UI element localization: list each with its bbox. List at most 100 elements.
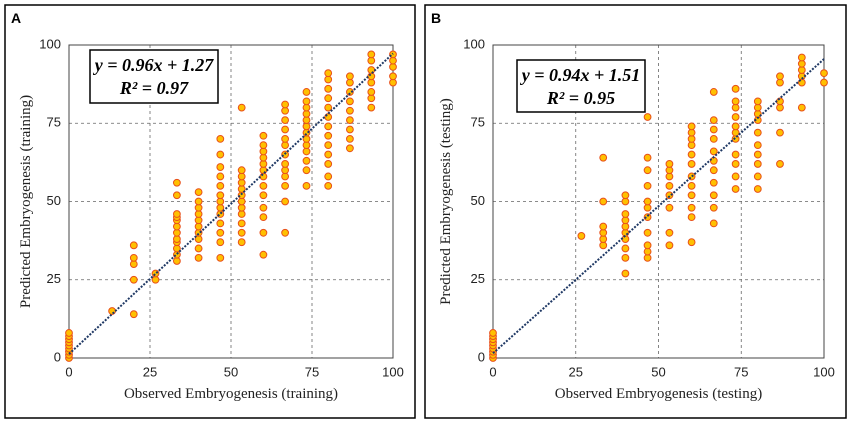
point: [621, 269, 630, 278]
panel-frame: [424, 4, 847, 419]
point: [346, 135, 354, 143]
point: [324, 181, 333, 190]
y-tick-label: 75: [471, 115, 485, 130]
point: [129, 241, 138, 250]
point: [665, 181, 674, 190]
point: [643, 181, 652, 190]
equation: y = 0.96x + 1.27: [93, 55, 215, 75]
point: [709, 219, 718, 228]
y-axis-label: Predicted Embryogenesis (training): [18, 95, 34, 308]
point: [324, 122, 333, 131]
point: [216, 181, 225, 190]
point: [216, 163, 225, 171]
x-tick-label: 0: [489, 364, 496, 379]
point: [216, 238, 225, 247]
point: [194, 244, 203, 253]
x-tick-label: 75: [305, 364, 319, 379]
point: [259, 228, 268, 237]
panel: A 0 25 50 75 100 0 25 50 75 100 Observed Embryogene…: [4, 4, 416, 419]
panel-label: B: [431, 10, 441, 26]
point: [346, 116, 354, 125]
point: [643, 228, 652, 237]
point: [731, 84, 740, 93]
point: [259, 191, 268, 200]
point: [324, 94, 333, 103]
point: [665, 160, 674, 168]
point: [237, 219, 246, 228]
point: [599, 153, 608, 162]
y-tick-label: 0: [54, 349, 61, 364]
point: [129, 253, 138, 262]
equation: y = 0.94x + 1.51: [520, 65, 641, 85]
point: [797, 53, 806, 62]
y-tick-label: 50: [47, 193, 61, 208]
point: [687, 181, 696, 190]
x-tick-label: 100: [382, 364, 404, 379]
point: [687, 150, 696, 159]
point: [687, 203, 696, 212]
point: [324, 131, 333, 140]
plot-frame: [68, 44, 394, 359]
y-tick-label: 100: [463, 36, 485, 51]
panel-label: A: [11, 10, 21, 26]
trend-line: [68, 52, 394, 355]
point: [687, 191, 696, 200]
point: [324, 103, 333, 112]
point: [709, 203, 718, 212]
point: [346, 144, 354, 153]
point: [621, 210, 630, 218]
panel: B 0 25 50 75 100 0 25 50 75 100 Observed Embryogene…: [424, 4, 847, 419]
point: [753, 185, 762, 193]
point: [731, 150, 740, 159]
point: [259, 203, 268, 212]
point: [324, 150, 333, 159]
point: [687, 238, 696, 247]
point: [216, 150, 225, 159]
point: [820, 78, 828, 87]
point: [753, 97, 762, 106]
point: [753, 150, 762, 159]
point: [151, 269, 160, 278]
point: [324, 69, 333, 78]
point: [709, 125, 718, 134]
point: [324, 172, 333, 181]
panel-frame: [4, 4, 416, 419]
point: [621, 191, 630, 200]
point: [776, 128, 784, 137]
point: [731, 97, 740, 106]
point: [621, 244, 630, 253]
x-axis-label: Observed Embryogenesis (training): [124, 386, 338, 402]
point: [731, 160, 740, 168]
point: [731, 122, 740, 131]
point: [643, 166, 652, 175]
y-tick-label: 25: [471, 271, 485, 286]
x-tick-label: 25: [143, 364, 157, 379]
r-squared: R² = 0.97: [119, 78, 189, 98]
point: [709, 135, 718, 143]
x-axis-label: Observed Embryogenesis (testing): [555, 386, 762, 402]
point: [643, 113, 652, 121]
point: [776, 160, 784, 168]
point: [599, 222, 608, 231]
x-tick-label: 0: [65, 364, 72, 379]
equation-box: [89, 49, 219, 104]
point: [302, 166, 311, 175]
point: [709, 88, 718, 96]
point: [621, 253, 630, 262]
point: [346, 72, 354, 81]
point: [709, 191, 718, 200]
point: [367, 88, 376, 96]
point: [753, 160, 762, 168]
point: [216, 219, 225, 228]
x-tick-label: 50: [224, 364, 238, 379]
point: [367, 103, 376, 112]
r-squared: R² = 0.95: [546, 88, 615, 108]
point: [259, 141, 268, 150]
point: [302, 181, 311, 190]
point: [237, 238, 246, 247]
point: [709, 116, 718, 125]
point: [281, 125, 290, 134]
point: [753, 128, 762, 137]
point: [237, 103, 246, 112]
point: [194, 197, 203, 206]
